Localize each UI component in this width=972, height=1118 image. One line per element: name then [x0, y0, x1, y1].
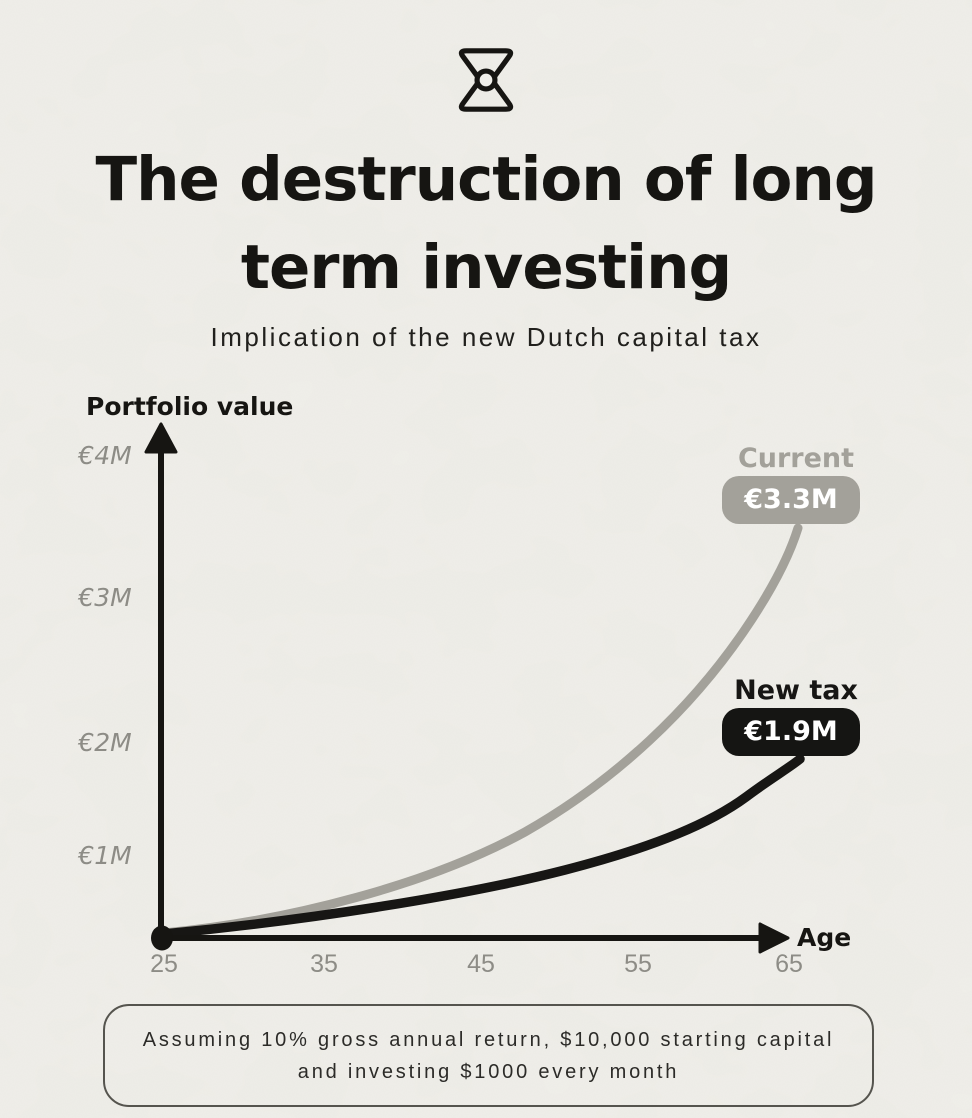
new-tax-series-label: New tax: [734, 675, 858, 706]
page-title-line1: The destruction of long: [95, 144, 877, 215]
x-tick-55: 55: [624, 950, 652, 978]
y-tick-1m: €1M: [78, 841, 132, 870]
x-tick-35: 35: [310, 950, 338, 978]
current-tax-curve: [159, 523, 803, 938]
x-axis-title: Age: [797, 923, 852, 952]
hourglass-center-circle: [474, 68, 498, 92]
page-title: The destruction of long term investing: [0, 136, 972, 312]
assumptions-note-box: Assuming 10% gross annual return, $10,00…: [103, 1004, 874, 1107]
assumptions-note-line2: and investing $1000 every month: [297, 1060, 680, 1083]
y-tick-4m: €4M: [78, 441, 132, 470]
current-tax-value-badge: €3.3M: [722, 476, 860, 524]
y-axis-arrowhead-icon: [144, 422, 178, 454]
x-tick-45: 45: [467, 950, 495, 978]
assumptions-note-line1: Assuming 10% gross annual return, $10,00…: [142, 1028, 835, 1051]
logo: [454, 44, 518, 121]
x-tick-25: 25: [150, 950, 178, 978]
new-tax-curve: [159, 754, 805, 939]
page-subtitle: Implication of the new Dutch capital tax: [210, 322, 762, 352]
page-title-line2: term investing: [240, 232, 732, 303]
x-axis-arrowhead-icon: [758, 922, 790, 954]
y-axis-title: Portfolio value: [86, 392, 294, 421]
x-tick-65: 65: [775, 950, 803, 978]
y-tick-3m: €3M: [78, 583, 132, 612]
y-tick-2m: €2M: [78, 728, 132, 757]
new-tax-value-badge: €1.9M: [722, 708, 860, 756]
origin-dot: [151, 925, 173, 951]
hourglass-logo-icon: [458, 48, 514, 112]
